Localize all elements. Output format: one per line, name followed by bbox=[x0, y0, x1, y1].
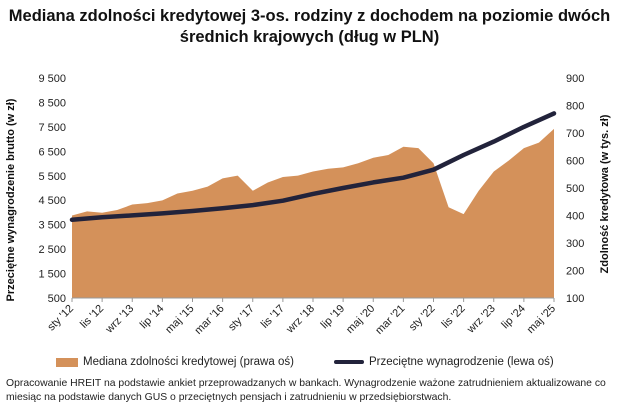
line-series-average-wage bbox=[69, 111, 557, 223]
y-right-tick-label: 300 bbox=[566, 238, 584, 250]
legend-line-swatch bbox=[334, 360, 364, 364]
y-right-tick-label: 200 bbox=[566, 266, 584, 278]
x-tick-label: lip '19 bbox=[319, 303, 348, 332]
y-right-tick-label: 500 bbox=[566, 183, 584, 195]
x-tick-label: wrz '13 bbox=[103, 303, 137, 337]
x-tick-label: maj '15 bbox=[163, 303, 196, 336]
y-left-tick-label: 2 500 bbox=[38, 244, 66, 256]
x-tick-label: lis '22 bbox=[440, 303, 468, 331]
x-tick-label: sty '22 bbox=[407, 303, 438, 334]
x-tick-label: wrz '23 bbox=[464, 303, 498, 337]
y-left-tick-label: 5 500 bbox=[38, 171, 66, 183]
y-right-tick-label: 900 bbox=[566, 73, 584, 85]
x-tick-label: sty '12 bbox=[45, 303, 76, 334]
legend-area-entry: Mediana zdolności kredytowej (prawa oś) bbox=[56, 356, 294, 368]
x-tick-label: sty '17 bbox=[226, 303, 257, 334]
x-tick-label: wrz '18 bbox=[284, 303, 318, 337]
y-left-tick-label: 6 500 bbox=[38, 146, 66, 158]
y-left-tick-label: 3 500 bbox=[38, 220, 66, 232]
y-right-tick-label: 800 bbox=[566, 101, 584, 113]
x-tick-label: lis '12 bbox=[78, 303, 106, 331]
y-left-axis-title: Przeciętne wynagrodzenie brutto (w zł) bbox=[5, 98, 17, 301]
y-right-tick-label: 600 bbox=[566, 156, 584, 168]
legend-area-swatch bbox=[56, 357, 78, 367]
legend-line-entry: Przeciętne wynagrodzenie (lewa oś) bbox=[334, 356, 554, 368]
y-left-tick-label: 1 500 bbox=[38, 269, 66, 281]
x-tick-label: maj '20 bbox=[344, 303, 377, 336]
x-tick-label: mar '21 bbox=[373, 303, 407, 337]
legend-area-label: Mediana zdolności kredytowej (prawa oś) bbox=[83, 356, 294, 368]
legend-line-label: Przeciętne wynagrodzenie (lewa oś) bbox=[369, 356, 554, 368]
y-right-tick-label: 700 bbox=[566, 128, 584, 140]
source-note: Opracowanie HREIT na podstawie ankiet pr… bbox=[6, 378, 606, 403]
x-tick-label: mar '16 bbox=[193, 303, 227, 337]
y-right-axis-title: Zdolność kredytowa (w tys. zł) bbox=[599, 114, 611, 273]
y-left-tick-label: 500 bbox=[48, 293, 66, 305]
y-right-tick-label: 100 bbox=[566, 293, 584, 305]
y-left-tick-label: 4 500 bbox=[38, 195, 66, 207]
chart-title: Mediana zdolności kredytowej 3-os. rodzi… bbox=[8, 7, 611, 46]
x-tick-label: maj '25 bbox=[525, 303, 558, 336]
y-left-tick-label: 8 500 bbox=[38, 97, 66, 109]
x-tick-label: lip '24 bbox=[499, 303, 528, 332]
x-tick-label: lis '17 bbox=[259, 303, 287, 331]
y-left-tick-label: 7 500 bbox=[38, 122, 66, 134]
y-right-tick-label: 400 bbox=[566, 211, 584, 223]
y-left-tick-label: 9 500 bbox=[38, 73, 66, 85]
x-tick-label: lip '14 bbox=[138, 303, 167, 332]
